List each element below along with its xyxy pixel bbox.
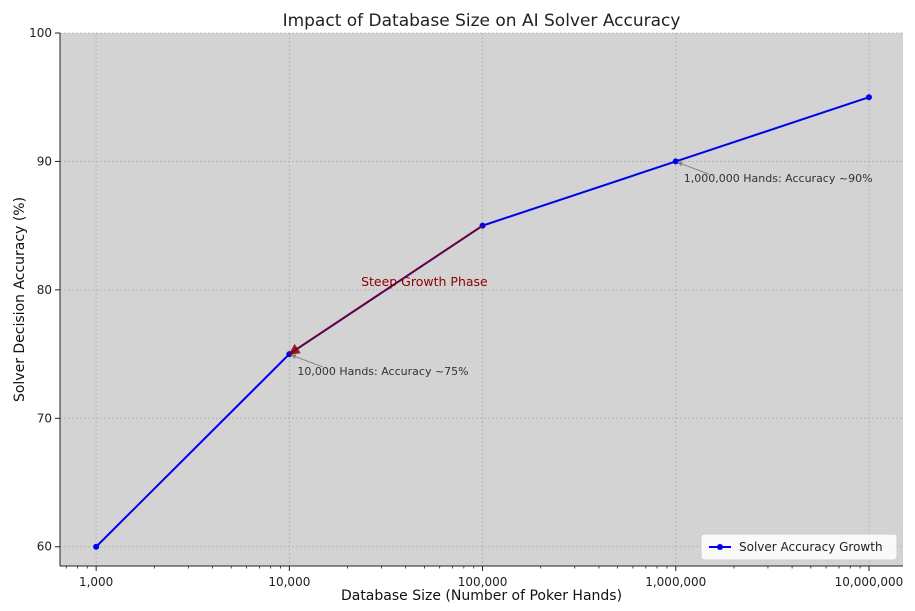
annotation-arrow [677, 161, 709, 175]
annotation-text: 1,000,000 Hands: Accuracy ~90% [684, 172, 873, 185]
chart-title: Impact of Database Size on AI Solver Acc… [283, 11, 681, 31]
x-tick-label: 10,000 [268, 575, 310, 589]
grid [60, 32, 903, 566]
x-tick-label: 1,000 [79, 575, 113, 589]
highlight-layer: Steep Growth Phase [288, 224, 488, 355]
ticks: 1,000 10,000 100,000 1,000,000 10,000,000 60 7… [29, 26, 903, 589]
y-tick-label: 100 [29, 26, 52, 40]
y-axis-label: Solver Decision Accuracy (%) [12, 197, 28, 402]
legend-box [700, 533, 898, 561]
steep-growth-arrow [288, 224, 484, 355]
legend-entry: Solver Accuracy Growth [739, 540, 883, 554]
data-point [672, 158, 679, 165]
data-point [865, 94, 872, 101]
x-axis-label: Database Size (Number of Poker Hands) [341, 588, 622, 604]
x-tick-label: 1,000,000 [645, 575, 706, 589]
steep-growth-label: Steep Growth Phase [361, 274, 488, 289]
annotation-text: 10,000 Hands: Accuracy ~75% [297, 365, 468, 378]
x-tick-label: 10,000,000 [835, 575, 904, 589]
legend: Solver Accuracy Growth [700, 533, 898, 561]
legend-point-marker [717, 544, 723, 550]
axes [59, 33, 903, 567]
y-tick-label: 80 [37, 283, 52, 297]
plot-area [60, 33, 903, 566]
y-tick-label: 90 [37, 154, 52, 168]
annotation-arrow [290, 354, 323, 368]
y-tick-label: 70 [37, 411, 52, 425]
y-tick-label: 60 [37, 540, 52, 554]
data-point [93, 543, 100, 550]
annotation-layer: 10,000 Hands: Accuracy ~75% 1,000,000 Han… [290, 161, 873, 378]
x-tick-label: 100,000 [458, 575, 508, 589]
